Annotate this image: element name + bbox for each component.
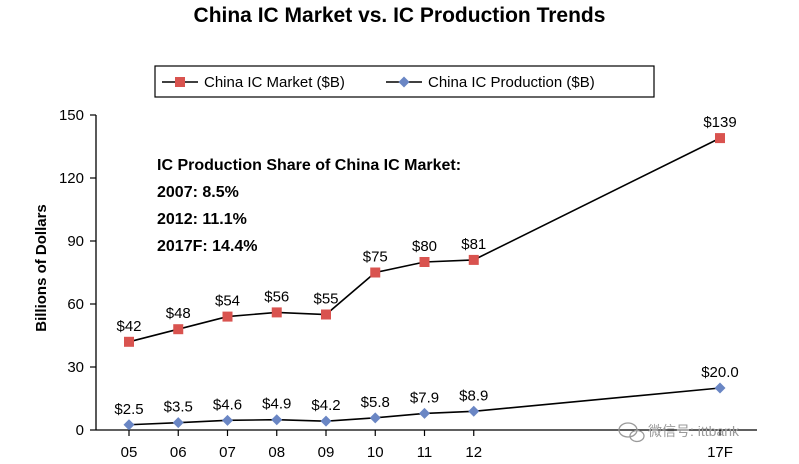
data-point-square <box>124 336 134 347</box>
data-label: $8.9 <box>459 387 488 404</box>
data-label: $7.9 <box>410 389 439 406</box>
data-label: $3.5 <box>164 399 193 416</box>
legend: China IC Market ($B) China IC Production … <box>154 65 655 98</box>
data-point-square <box>468 254 479 265</box>
data-point-diamond <box>369 412 381 424</box>
series-layer: $42 $48 $54 $56 $55 $75 $80 $81 $139 $2.5 $3.5 $4.6… <box>114 114 739 431</box>
data-point-diamond <box>172 417 184 429</box>
data-point-diamond <box>222 414 233 426</box>
data-label: $4.6 <box>213 396 242 413</box>
y-ticks: 0 30 60 90 120 150 <box>59 107 96 439</box>
x-tick-label: 17F <box>707 444 733 461</box>
data-label: $42 <box>116 318 141 335</box>
chart-title: China IC Market vs. IC Production Trends <box>193 4 606 27</box>
annotation-line: IC Production Share of China IC Market: <box>157 157 461 174</box>
data-label: $55 <box>313 291 338 308</box>
x-tick-label: 05 <box>121 444 138 461</box>
data-point-square <box>370 267 381 278</box>
x-tick-label: 10 <box>367 444 384 461</box>
data-label: $2.5 <box>114 401 143 418</box>
data-label: $81 <box>461 236 486 253</box>
data-point-diamond <box>468 405 480 417</box>
data-point-diamond <box>123 419 135 431</box>
data-point-square <box>271 307 282 318</box>
y-tick-label: 60 <box>67 296 84 313</box>
x-tick-label: 07 <box>219 444 236 461</box>
legend-label: China IC Market ($B) <box>204 74 345 91</box>
data-point-diamond <box>271 414 283 426</box>
data-point-diamond <box>320 415 332 427</box>
data-point-square <box>715 133 725 144</box>
x-tick-label: 06 <box>170 444 187 461</box>
watermark: 微信号: ittbank <box>618 422 740 443</box>
data-point-square <box>321 309 331 320</box>
data-label: $75 <box>363 249 388 266</box>
data-label: $54 <box>215 293 240 310</box>
data-label: $4.2 <box>311 397 340 414</box>
annotation: IC Production Share of China IC Market: 2… <box>157 157 461 255</box>
data-label: $48 <box>166 305 191 322</box>
data-label: $56 <box>264 288 289 305</box>
y-tick-label: 120 <box>59 170 84 187</box>
data-point-square <box>173 324 184 335</box>
data-label: $20.0 <box>701 364 739 381</box>
annotation-line: 2017F: 14.4% <box>157 238 258 255</box>
y-tick-label: 30 <box>67 359 84 376</box>
x-tick-label: 11 <box>417 444 433 461</box>
data-point-diamond <box>714 382 726 394</box>
y-tick-label: 90 <box>67 233 84 250</box>
annotation-line: 2012: 11.1% <box>157 211 247 228</box>
legend-item: China IC Production ($B) <box>386 74 595 91</box>
legend-item: China IC Market ($B) <box>162 74 345 91</box>
data-label: $80 <box>412 238 437 255</box>
legend-marker-square <box>175 77 185 87</box>
annotation-line: 2007: 8.5% <box>157 184 239 201</box>
y-tick-label: 0 <box>76 422 84 439</box>
legend-marker-diamond <box>398 76 410 88</box>
y-axis-label: Billions of Dollars <box>33 204 50 332</box>
watermark-text: 微信号: ittbank <box>648 423 740 439</box>
data-label: $139 <box>703 114 736 131</box>
x-tick-label: 12 <box>465 444 482 461</box>
data-label: $4.9 <box>262 396 291 413</box>
x-tick-label: 09 <box>318 444 335 461</box>
x-tick-label: 08 <box>268 444 285 461</box>
y-tick-label: 150 <box>59 107 84 124</box>
series-ic-production: $2.5 $3.5 $4.6 $4.9 $4.2 $5.8 $7.9 $8.9 $20.0 <box>114 364 739 431</box>
series-ic-market: $42 $48 $54 $56 $55 $75 $80 $81 $139 <box>116 114 737 347</box>
data-point-square <box>419 257 430 267</box>
legend-label: China IC Production ($B) <box>428 74 595 91</box>
data-point-square <box>222 311 233 322</box>
x-ticks: 05 06 07 08 09 10 11 12 17F <box>121 430 733 461</box>
data-label: $5.8 <box>361 394 390 411</box>
wechat-icon <box>618 422 645 443</box>
data-point-diamond <box>419 407 430 419</box>
